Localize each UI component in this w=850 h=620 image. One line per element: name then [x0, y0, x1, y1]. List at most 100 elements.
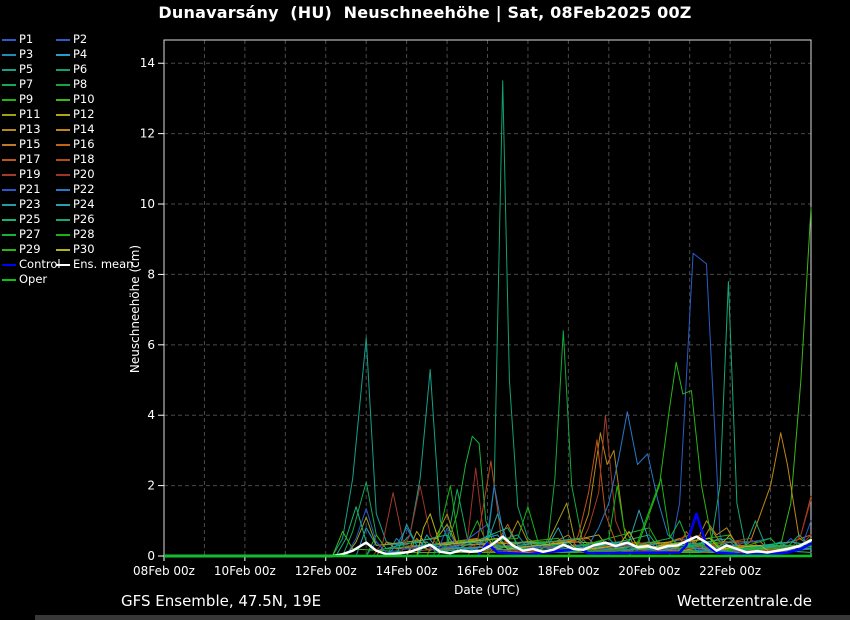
legend-label: Ens. mean	[73, 257, 134, 271]
legend-item-P30: P30	[56, 242, 152, 257]
legend-label: P16	[73, 137, 95, 151]
legend-label: P15	[19, 137, 41, 151]
series-line-Control	[164, 512, 812, 558]
legend-item-P12: P12	[56, 107, 152, 122]
legend-swatch	[56, 173, 70, 176]
legend-label: P5	[19, 62, 34, 76]
legend-swatch	[56, 248, 70, 251]
legend-swatch	[2, 113, 16, 116]
legend-swatch	[2, 83, 16, 86]
legend-item-P14: P14	[56, 122, 152, 137]
legend-swatch	[2, 278, 16, 281]
y-tick-label: 10	[140, 197, 155, 211]
site-credit-text: Wetterzentrale.de	[676, 592, 812, 610]
legend-item-P18: P18	[56, 152, 152, 167]
legend-item-P11: P11	[2, 107, 56, 122]
legend-item-P21: P21	[2, 182, 56, 197]
y-axis-label: Neuschneehöhe (cm)	[128, 244, 142, 374]
legend-swatch	[2, 158, 16, 161]
legend-label: P3	[19, 47, 34, 61]
legend-item-P25: P25	[2, 212, 56, 227]
legend-label: P10	[73, 92, 95, 106]
legend-item-Oper: Oper	[2, 272, 56, 287]
legend-label: P17	[19, 152, 41, 166]
y-tick-label: 14	[140, 56, 155, 70]
legend-swatch	[2, 53, 16, 56]
legend-label: P14	[73, 122, 95, 136]
legend-swatch	[2, 188, 16, 191]
legend-label: P23	[19, 197, 41, 211]
legend-label: P4	[73, 47, 88, 61]
legend-item-P8: P8	[56, 77, 152, 92]
series-line-P13	[164, 432, 812, 557]
legend-swatch	[56, 218, 70, 221]
series-line-Ens-mean	[164, 535, 812, 558]
legend-swatch	[56, 143, 70, 146]
x-tick-label: 20Feb 00z	[618, 564, 680, 578]
legend-item-P24: P24	[56, 197, 152, 212]
legend-item-P6: P6	[56, 62, 152, 77]
legend-item-P1: P1	[2, 32, 56, 47]
legend-swatch	[56, 38, 70, 41]
x-tick-label: 10Feb 00z	[214, 564, 276, 578]
legend: P1 P2 P3 P4 P5 P6 P7 P8 P9 P10 P11 P12 P13 P14 P15 P16 P…	[2, 32, 152, 287]
legend-label: P13	[19, 122, 41, 136]
legend-item-P23: P23	[2, 197, 56, 212]
legend-item-P3: P3	[2, 47, 56, 62]
legend-swatch	[56, 233, 70, 236]
legend-label: P2	[73, 32, 88, 46]
legend-item-P15: P15	[2, 137, 56, 152]
x-tick-label: 16Feb 00z	[457, 564, 519, 578]
series-line-P25	[164, 506, 812, 557]
x-axis-label: Date (UTC)	[454, 583, 520, 597]
legend-item-P5: P5	[2, 62, 56, 77]
legend-label: P24	[73, 197, 95, 211]
legend-label: P18	[73, 152, 95, 166]
legend-swatch	[56, 158, 70, 161]
legend-item-P9: P9	[2, 92, 56, 107]
legend-label: P1	[19, 32, 34, 46]
y-tick-label: 2	[147, 479, 155, 493]
legend-swatch	[2, 38, 16, 41]
legend-label: P8	[73, 77, 88, 91]
legend-label: P28	[73, 227, 95, 241]
x-tick-label: 14Feb 00z	[376, 564, 438, 578]
y-tick-label: 0	[147, 549, 155, 563]
legend-item-P19: P19	[2, 167, 56, 182]
bottom-strip	[35, 615, 850, 620]
legend-item-P4: P4	[56, 47, 152, 62]
legend-label: P21	[19, 182, 41, 196]
x-tick-label: 12Feb 00z	[295, 564, 357, 578]
legend-swatch	[56, 203, 70, 206]
model-info-text: GFS Ensemble, 47.5N, 19E	[121, 592, 322, 610]
legend-swatch	[56, 188, 70, 191]
legend-item-P28: P28	[56, 227, 152, 242]
legend-swatch	[2, 173, 16, 176]
page-title: Dunavarsány (HU) Neuschneehöhe | Sat, 08…	[158, 3, 692, 22]
legend-swatch	[2, 263, 16, 266]
legend-item-P16: P16	[56, 137, 152, 152]
legend-swatch	[2, 233, 16, 236]
y-tick-label: 8	[147, 267, 155, 281]
legend-swatch	[2, 98, 16, 101]
legend-item-P13: P13	[2, 122, 56, 137]
legend-item-P27: P27	[2, 227, 56, 242]
legend-swatch	[2, 203, 16, 206]
legend-swatch	[2, 128, 16, 131]
y-tick-label: 6	[147, 338, 155, 352]
legend-label: P20	[73, 167, 95, 181]
legend-item-Ens-mean: Ens. mean	[56, 257, 152, 272]
legend-label: P22	[73, 182, 95, 196]
legend-label: P7	[19, 77, 34, 91]
legend-swatch	[56, 113, 70, 116]
legend-label: Control	[19, 257, 61, 271]
legend-item-P2: P2	[56, 32, 152, 47]
legend-label: P29	[19, 242, 41, 256]
legend-item-P20: P20	[56, 167, 152, 182]
y-tick-label: 12	[140, 127, 155, 141]
legend-swatch	[2, 143, 16, 146]
legend-label: P25	[19, 212, 41, 226]
legend-label: P6	[73, 62, 88, 76]
legend-label: P19	[19, 167, 41, 181]
